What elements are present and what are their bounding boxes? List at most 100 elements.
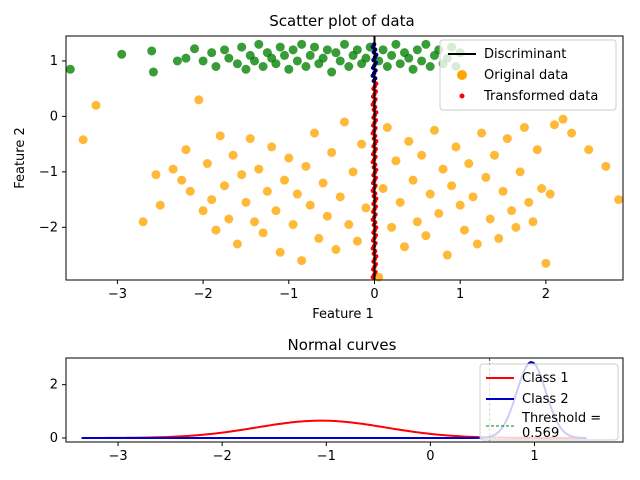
x-tick-label: 1	[456, 287, 464, 302]
class2-point	[211, 225, 221, 235]
x-tick-label: −2	[213, 449, 232, 464]
y-tick-label: 0	[50, 109, 58, 124]
class2-point	[425, 189, 435, 199]
class2-point	[537, 184, 547, 193]
class2-point	[284, 153, 294, 163]
class2-point	[567, 128, 577, 138]
class2-point	[352, 236, 362, 246]
legend-class2-label: Class 2	[522, 392, 569, 407]
legend-original-swatch	[457, 70, 467, 80]
class2-point	[151, 170, 161, 180]
y-tick-label: 2	[50, 378, 58, 393]
class2-point	[155, 200, 165, 210]
class2-point	[271, 206, 281, 216]
class2-point	[138, 217, 148, 227]
class2-point	[489, 150, 499, 160]
x-axis-label: Feature 1	[312, 307, 374, 322]
class2-point	[549, 120, 559, 130]
class2-point	[181, 145, 191, 155]
class2-point	[297, 256, 307, 266]
class2-point	[292, 189, 302, 199]
class2-point	[459, 225, 469, 235]
class2-point	[391, 156, 401, 166]
class2-point	[395, 197, 405, 207]
class2-point	[468, 192, 478, 202]
class1-point	[271, 59, 281, 69]
legend-box	[439, 39, 617, 111]
class2-point	[267, 142, 277, 152]
y-tick-label: 1	[50, 54, 58, 69]
class2-point	[228, 150, 238, 160]
y-tick-label: 0	[50, 431, 58, 446]
chart-title: Scatter plot of data	[269, 12, 414, 30]
class2-point	[614, 195, 624, 205]
class2-point	[237, 170, 247, 180]
class2-point	[404, 136, 414, 146]
chart-title: Normal curves	[288, 336, 397, 354]
class2-point	[327, 147, 337, 157]
legend: Discriminant Original data Transformed d…	[439, 39, 617, 111]
class2-point	[220, 181, 230, 191]
class2-point	[601, 161, 611, 171]
class2-point	[451, 142, 461, 152]
y-axis-label: Feature 2	[13, 127, 28, 189]
class1-point	[297, 39, 307, 49]
class2-point	[185, 186, 195, 196]
scatter-chart: Scatter plot of data −3 −2 −1 0 1 2 −2 −1 0 1 Fe…	[13, 12, 624, 322]
x-tick-label: −2	[194, 287, 213, 302]
class1-point	[284, 64, 294, 74]
class2-point	[318, 178, 328, 188]
class2-point	[541, 258, 551, 268]
class1-point	[340, 39, 349, 49]
class2-point	[78, 135, 88, 145]
legend-transformed-swatch	[459, 93, 465, 99]
class2-point	[434, 208, 444, 218]
y-tick-label: −2	[39, 220, 58, 235]
class1-point	[172, 56, 182, 66]
class2-point	[168, 164, 178, 174]
class2-point	[477, 128, 487, 138]
class2-point	[545, 189, 555, 199]
class2-point	[494, 233, 504, 243]
class2-point	[262, 186, 272, 196]
class2-point	[275, 247, 285, 257]
class1-point	[237, 42, 247, 52]
class1-point	[310, 42, 320, 52]
class2-point	[301, 161, 311, 171]
class2-point	[382, 123, 392, 132]
x-axis-ticks: −3 −2 −1 0 1 2	[108, 280, 550, 302]
class2-point	[438, 164, 448, 174]
class2-point	[429, 125, 439, 135]
class1-point	[232, 59, 242, 69]
class1-point	[147, 46, 157, 56]
class2-point	[442, 250, 452, 260]
class2-point	[511, 222, 521, 232]
class1-point	[361, 53, 371, 63]
class1-point	[254, 39, 264, 49]
class2-point	[322, 211, 332, 221]
x-tick-label: −3	[108, 287, 127, 302]
x-tick-label: 2	[542, 287, 550, 302]
class1-point	[322, 45, 332, 55]
class2-point	[498, 186, 508, 196]
class1-point	[421, 39, 431, 49]
class2-point	[387, 222, 397, 232]
x-tick-label: −3	[108, 449, 127, 464]
class2-point	[224, 214, 234, 224]
legend-original-label: Original data	[484, 68, 568, 83]
class2-point	[584, 145, 594, 155]
class2-point	[194, 95, 204, 105]
x-tick-label: −1	[279, 287, 298, 302]
scatter-points	[65, 39, 624, 282]
class2-point	[177, 175, 187, 185]
class1-point	[335, 56, 345, 66]
class1-point	[275, 42, 285, 52]
class2-point	[515, 167, 525, 177]
class1-point	[382, 62, 392, 71]
class1-point	[425, 62, 435, 71]
x-tick-label: 0	[426, 449, 434, 464]
class2-point	[254, 164, 264, 174]
class2-point	[288, 220, 298, 230]
class2-point	[331, 245, 341, 254]
